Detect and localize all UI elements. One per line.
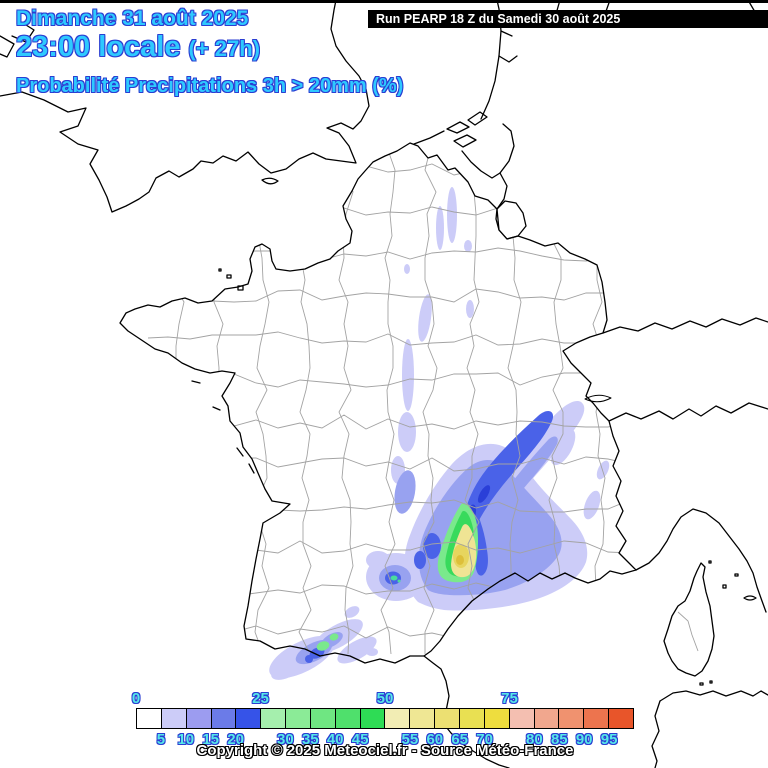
- legend-tick-label: 95: [600, 731, 618, 748]
- legend-cell: [137, 709, 162, 728]
- italy-ligurian-coast: [635, 508, 767, 613]
- legend-tick-label: 85: [550, 731, 568, 748]
- legend-cell: [435, 709, 460, 728]
- legend-tick-label: 5: [156, 731, 166, 748]
- legend-tick-label: 60: [426, 731, 444, 748]
- legend-tick-label: 65: [451, 731, 469, 748]
- elba-island: [743, 595, 757, 601]
- corsica-department-border: [677, 611, 699, 652]
- legend-tick-label: 20: [227, 731, 244, 748]
- legend-cell: [559, 709, 585, 728]
- legend-color-bar: [136, 708, 634, 729]
- legend-cell: [286, 709, 311, 728]
- precipitation-overlay: [269, 187, 610, 680]
- legend-cell: [385, 709, 411, 728]
- legend-tick-label: 75: [501, 690, 518, 707]
- legend-tick-label: 45: [351, 731, 369, 748]
- local-time-label: 23:00 locale: [16, 31, 181, 63]
- legend-cell: [186, 709, 212, 728]
- time-label: 23:00 locale (+ 27h): [16, 32, 403, 64]
- legend-cell: [161, 709, 187, 728]
- corsica-coast: [663, 562, 715, 677]
- legend-cell: [534, 709, 560, 728]
- legend-tick-label: 30: [277, 731, 294, 748]
- legend-cell: [584, 709, 610, 728]
- legend-cell: [236, 709, 262, 728]
- run-info-bar: Run PEARP 18 Z du Samedi 30 août 2025: [368, 10, 768, 28]
- channel-islands: [218, 268, 244, 291]
- belgium-germany-border: [461, 123, 515, 179]
- swiss-italy-border: [608, 402, 768, 422]
- sardinia-coast: [659, 690, 768, 702]
- swiss-north-border: [602, 317, 768, 334]
- legend-tick-label: 80: [526, 731, 543, 748]
- legend-cell: [211, 709, 237, 728]
- legend-cell: [509, 709, 535, 728]
- legend-cell: [310, 709, 336, 728]
- map-subtitle: Probabilité Precipitations 3h > 20mm (%): [16, 75, 404, 97]
- legend-tick-label: 25: [252, 690, 269, 707]
- england-coast: [0, 0, 370, 213]
- legend-cell: [484, 709, 510, 728]
- probability-legend: 0 25 50 75 5 10 15 20 30 35 40 45 55 60 65 70 80 85 90 95 C…: [132, 690, 634, 767]
- legend-tick-label: 40: [326, 731, 344, 748]
- legend-cell: [410, 709, 436, 728]
- atlantic-islands: [191, 380, 255, 474]
- map-titles: Dimanche 31 août 2025 23:00 locale (+ 27…: [16, 8, 403, 97]
- legend-cell: [360, 709, 386, 728]
- map-frame-top: [0, 0, 768, 3]
- legend-cell: [459, 709, 485, 728]
- legend-tick-label: 35: [301, 731, 319, 748]
- legend-tick-label: 10: [177, 731, 195, 748]
- luxembourg-border: [495, 200, 527, 240]
- legend-cell: [335, 709, 361, 728]
- belgian-dutch-coast: [413, 130, 445, 145]
- legend-tick-label: 50: [376, 690, 394, 707]
- isle-of-wight: [261, 177, 279, 185]
- legend-cell: [261, 709, 287, 728]
- legend-cell: [609, 709, 633, 728]
- legend-tick-label: 0: [131, 690, 141, 707]
- copyright-label: Copyright © 2025 Meteociel.fr - Source M…: [196, 742, 574, 759]
- lake-geneva: [584, 394, 612, 403]
- legend-tick-label: 90: [575, 731, 593, 748]
- forecast-offset-label: (+ 27h): [188, 36, 261, 61]
- legend-tick-label: 55: [401, 731, 419, 748]
- legend-tick-label: 70: [476, 731, 493, 748]
- date-label: Dimanche 31 août 2025: [16, 7, 249, 30]
- legend-tick-label: 15: [202, 731, 220, 748]
- france-outline: [119, 142, 637, 664]
